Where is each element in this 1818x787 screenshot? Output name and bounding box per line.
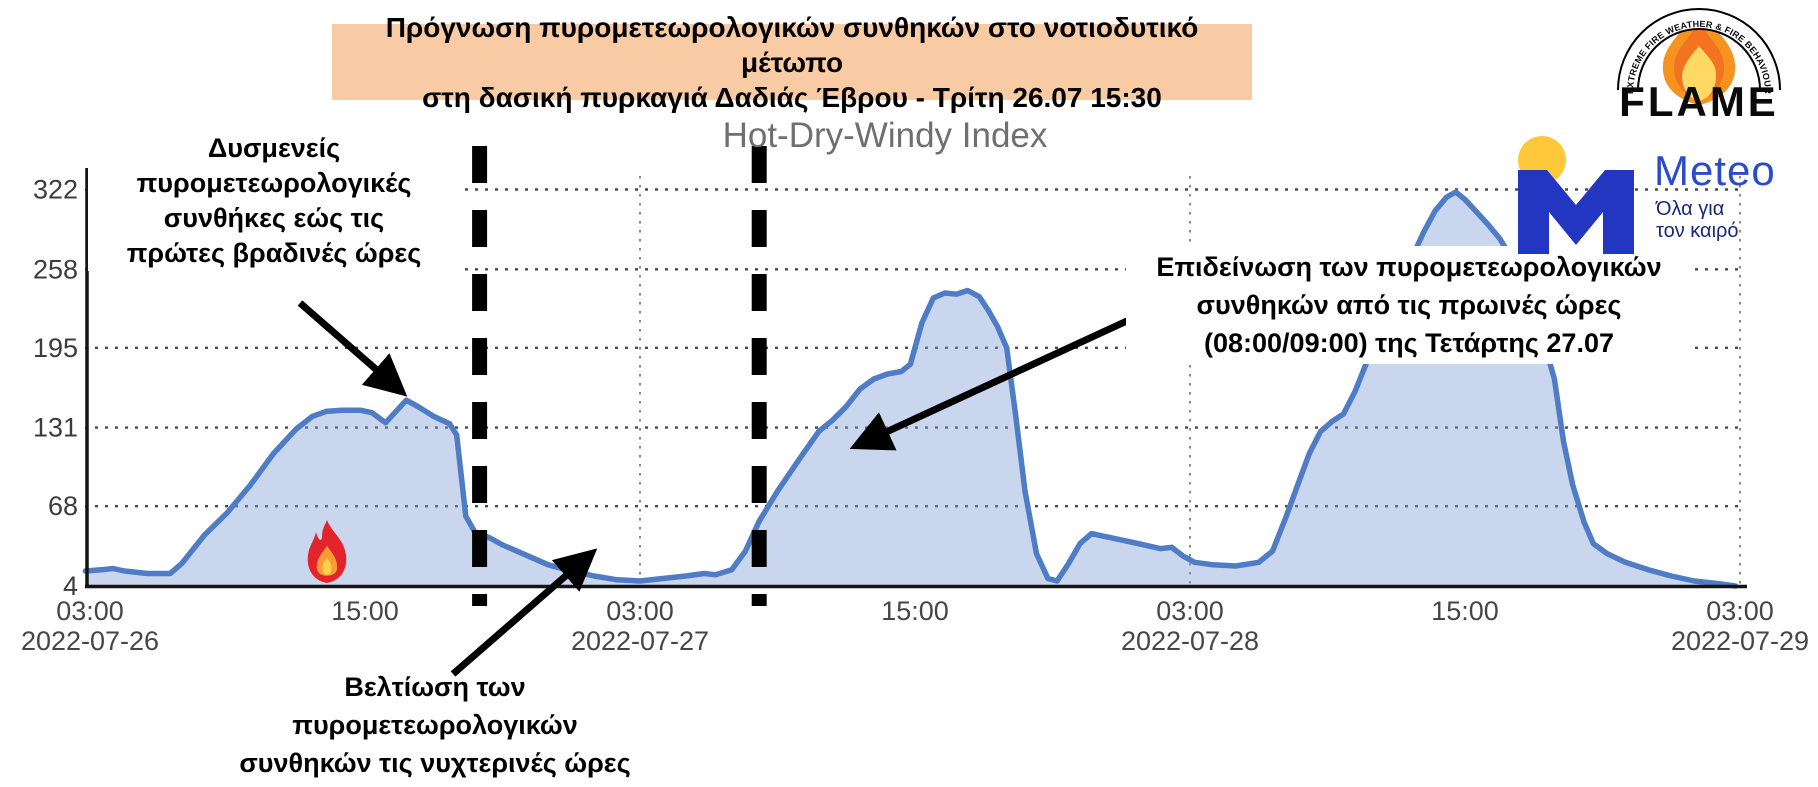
annotation-line: συνθηκών από τις πρωινές ώρες	[1196, 290, 1622, 320]
chart-title: Hot-Dry-Windy Index	[722, 116, 1048, 155]
flame-logo-fire-core	[1682, 46, 1717, 101]
x-tick-date-label: 2022-07-28	[1121, 626, 1259, 656]
annotation-line: πυρομετεωρολογικές	[136, 168, 412, 198]
annotation-adverse-conditions: Δυσμενείς πυρομετεωρολογικές συνθήκες εώ…	[88, 131, 460, 271]
x-tick-time-label: 03:00	[606, 596, 674, 626]
x-tick-date-label: 2022-07-26	[21, 626, 159, 656]
annotation-line: Επιδείνωση των πυρομετεωρολογικών	[1156, 252, 1662, 282]
y-tick-label: 4	[63, 571, 78, 601]
x-tick-time-label: 03:00	[1706, 596, 1774, 626]
meteo-tagline-line2: τον καιρό	[1656, 220, 1739, 242]
annotation-improvement-night: Βελτίωση των πυρομετεωρολογικών συνθηκών…	[185, 668, 685, 782]
x-tick-time-label: 03:00	[56, 596, 124, 626]
flame-logo-arch-band	[1619, 10, 1779, 91]
x-tick-date-label: 2022-07-27	[571, 626, 709, 656]
annotation-line: Βελτίωση των	[344, 672, 526, 702]
hdw-area-fill	[85, 192, 1736, 586]
x-tick-time-label: 15:00	[331, 596, 399, 626]
y-tick-label: 195	[33, 333, 78, 363]
x-tick-time-label: 15:00	[1431, 596, 1499, 626]
meteo-tagline-line1: Όλα για	[1655, 198, 1724, 220]
y-tick-label: 131	[33, 413, 78, 443]
y-tick-label: 258	[33, 254, 78, 284]
title-banner-line2: στη δασική πυρκαγιά Δαδιάς Έβρου - Τρίτη…	[422, 81, 1162, 113]
annotation-arrow-right	[849, 310, 1144, 451]
title-banner-line1: Πρόγνωση πυρομετεωρολογικών συνθηκών στο…	[385, 11, 1199, 78]
x-tick-time-label: 15:00	[881, 596, 949, 626]
flame-logo: EXTREME FIRE WEATHER & FIRE BEHAVIOUR FL…	[1617, 8, 1781, 122]
annotation-worsening-conditions: Επιδείνωση των πυρομετεωρολογικών συνθηκ…	[1126, 246, 1692, 364]
x-tick-date-label: 2022-07-29	[1671, 626, 1809, 656]
annotation-arrow-bottom	[450, 548, 598, 677]
meteo-wordmark: Meteo	[1654, 147, 1776, 194]
flame-logo-wordmark: FLAME	[1619, 78, 1779, 122]
x-tick-time-label: 03:00	[1156, 596, 1224, 626]
meteo-m-icon	[1518, 170, 1634, 254]
y-tick-label: 68	[48, 491, 78, 521]
annotation-line: πρώτες βραδινές ώρες	[126, 238, 422, 268]
hdw-curve	[82, 189, 1739, 589]
fire-icon	[307, 520, 347, 583]
annotation-line: συνθήκες εώς τις	[163, 203, 385, 233]
title-banner: Πρόγνωση πυρομετεωρολογικών συνθηκών στο…	[332, 12, 1252, 113]
fire-icon-core	[322, 558, 332, 575]
y-tick-label: 322	[33, 175, 78, 205]
annotation-line: (08:00/09:00) της Τετάρτης 27.07	[1204, 328, 1614, 358]
meteo-logo: Meteo Όλα για τον καιρό	[1518, 136, 1776, 254]
annotation-line: Δυσμενείς	[207, 133, 341, 163]
annotation-line: πυρομετεωρολογικών	[292, 710, 578, 740]
annotation-line: συνθηκών τις νυχτερινές ώρες	[239, 748, 631, 778]
annotation-arrow-left	[297, 300, 408, 397]
